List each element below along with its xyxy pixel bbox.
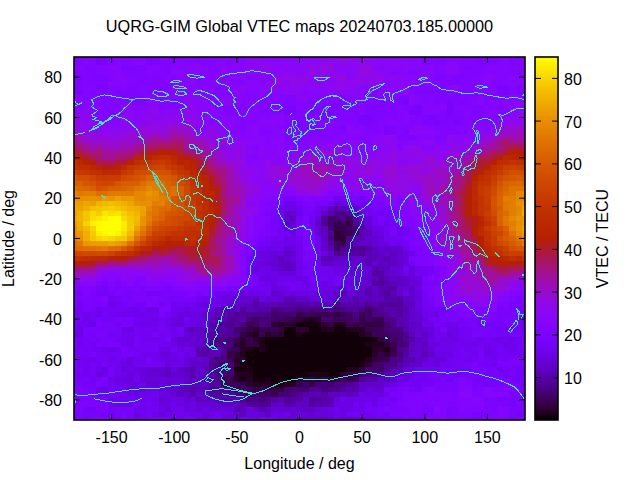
svg-text:-50: -50: [225, 429, 248, 446]
svg-text:0: 0: [53, 231, 62, 248]
svg-text:60: 60: [44, 110, 62, 127]
svg-text:60: 60: [564, 156, 582, 173]
svg-text:40: 40: [44, 150, 62, 167]
svg-text:UQRG-GIM Global VTEC maps 2024: UQRG-GIM Global VTEC maps 20240703.185.0…: [106, 17, 493, 35]
svg-text:-150: -150: [96, 429, 128, 446]
svg-text:20: 20: [564, 327, 582, 344]
svg-text:-100: -100: [158, 429, 190, 446]
svg-text:150: 150: [474, 429, 501, 446]
svg-text:-40: -40: [39, 311, 62, 328]
svg-text:40: 40: [564, 242, 582, 259]
svg-text:Longitude / deg: Longitude / deg: [244, 455, 354, 472]
svg-text:-60: -60: [39, 352, 62, 369]
svg-text:70: 70: [564, 114, 582, 131]
svg-text:80: 80: [564, 71, 582, 88]
svg-text:50: 50: [564, 199, 582, 216]
svg-text:30: 30: [564, 285, 582, 302]
svg-text:20: 20: [44, 190, 62, 207]
svg-text:50: 50: [353, 429, 371, 446]
svg-text:VTEC / TECU: VTEC / TECU: [594, 189, 611, 288]
svg-text:-20: -20: [39, 271, 62, 288]
svg-text:10: 10: [564, 370, 582, 387]
svg-text:80: 80: [44, 69, 62, 86]
svg-text:0: 0: [295, 429, 304, 446]
svg-text:-80: -80: [39, 392, 62, 409]
svg-text:100: 100: [411, 429, 438, 446]
svg-text:Latitude / deg: Latitude / deg: [0, 190, 17, 287]
